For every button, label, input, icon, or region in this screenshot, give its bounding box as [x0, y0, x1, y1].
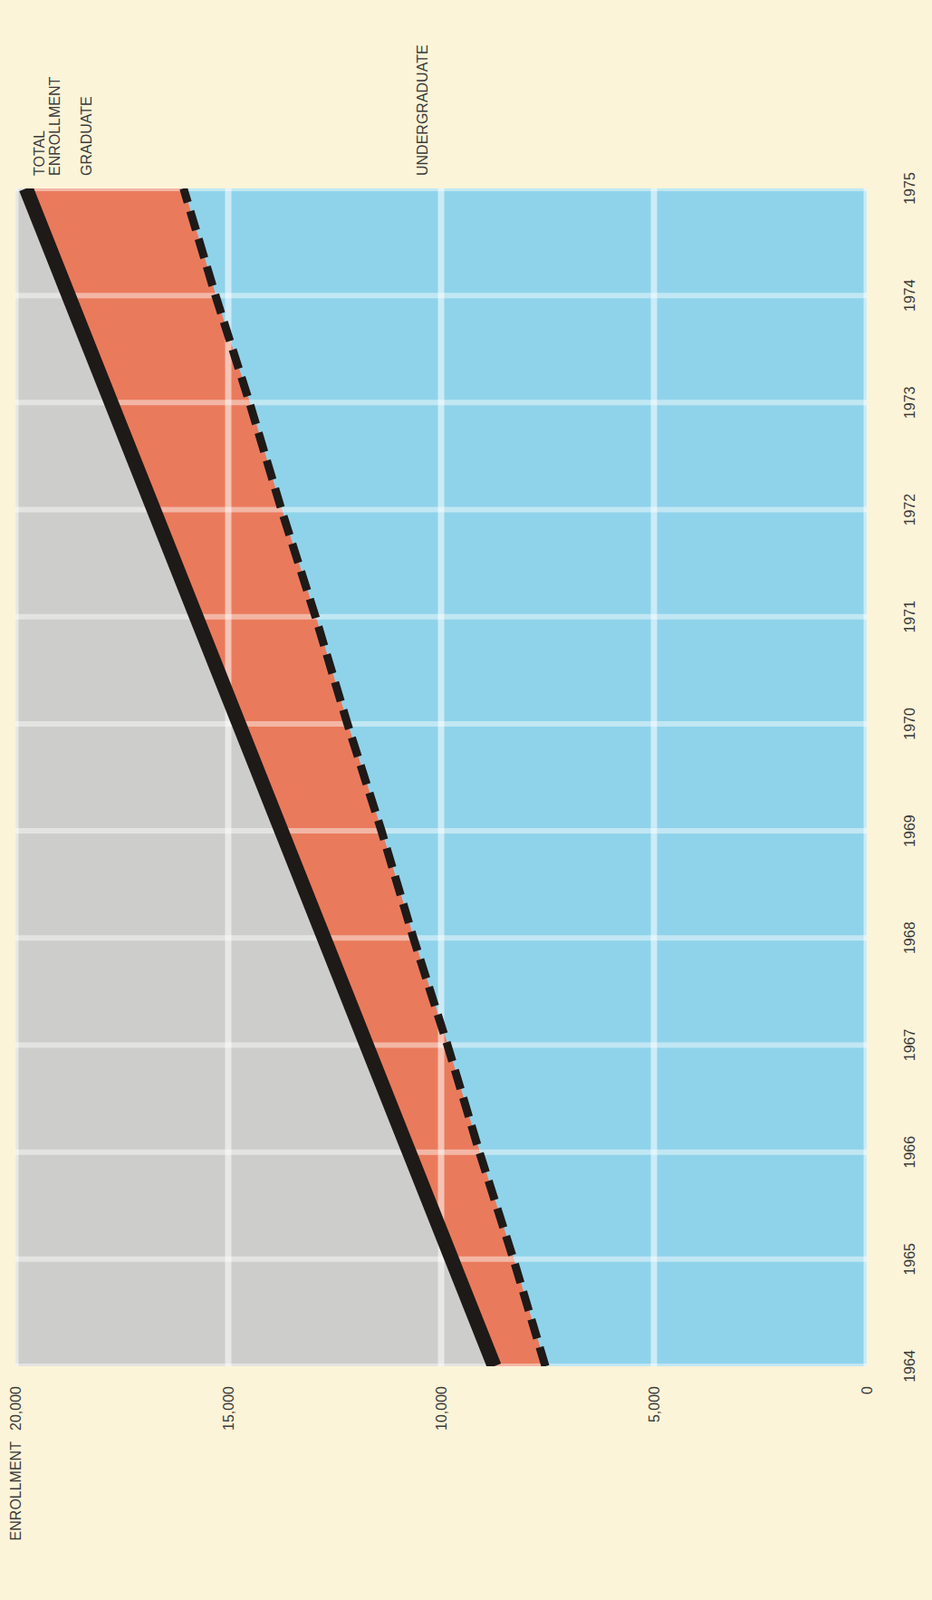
grid-line: [15, 292, 867, 298]
annotation: TOTALENROLLMENT: [31, 76, 64, 176]
y-axis-title: ENROLLMENT: [8, 1441, 24, 1541]
plot-area: [15, 188, 867, 1366]
grid-line: [438, 188, 445, 1366]
series-label: UNDERGRADUATE: [414, 44, 431, 176]
grid-line: [15, 1149, 867, 1155]
grid-line: [15, 507, 867, 513]
x-tick-label: 1971: [902, 600, 918, 634]
grid-line: [15, 1041, 867, 1048]
y-tick-label: 20,000: [8, 1385, 24, 1431]
grid-line: [651, 188, 658, 1366]
grid-line: [15, 1256, 867, 1262]
grid-line: [15, 934, 867, 941]
line-graduate: [26, 188, 495, 1366]
grid-line: [15, 720, 867, 727]
grid-line: [864, 188, 868, 1366]
x-tick-label: 1973: [902, 385, 918, 419]
x-tick-label: 1974: [902, 278, 918, 312]
series-label: GRADUATE: [78, 96, 95, 176]
grid-line: [15, 614, 867, 620]
annotation-line: ENROLLMENT: [47, 76, 63, 176]
area-graduate: [26, 188, 546, 1366]
x-tick-label: 1966: [902, 1135, 918, 1169]
y-tick-label: 5,000: [646, 1385, 663, 1423]
x-tick-label: 1975: [902, 172, 918, 205]
grid-line: [15, 188, 20, 1366]
y-tick-label: 15,000: [220, 1385, 237, 1431]
line-undergraduate: [183, 188, 547, 1366]
x-tick-label: 1968: [902, 921, 918, 954]
grid-line: [15, 188, 867, 192]
grid-line: [15, 827, 867, 834]
x-tick-label: 1970: [902, 707, 918, 740]
x-tick-label: 1965: [902, 1242, 918, 1276]
x-tick-label: 1967: [902, 1028, 918, 1062]
x-tick-label: 1972: [902, 493, 918, 527]
plot-background: [15, 188, 867, 1366]
grid-line: [225, 188, 232, 1366]
x-tick-label: 1964: [902, 1349, 918, 1383]
y-tick-label: 0: [859, 1385, 875, 1394]
annotation-line: TOTAL: [31, 130, 48, 176]
grid-line: [15, 399, 867, 405]
chart: 1964 1965 1966 1967 1968 1969 1970 1971 1972 1973…: [0, 0, 932, 1600]
y-tick-label: 10,000: [433, 1385, 450, 1431]
x-tick-label: 1969: [902, 814, 918, 847]
grid-line: [15, 1363, 867, 1366]
